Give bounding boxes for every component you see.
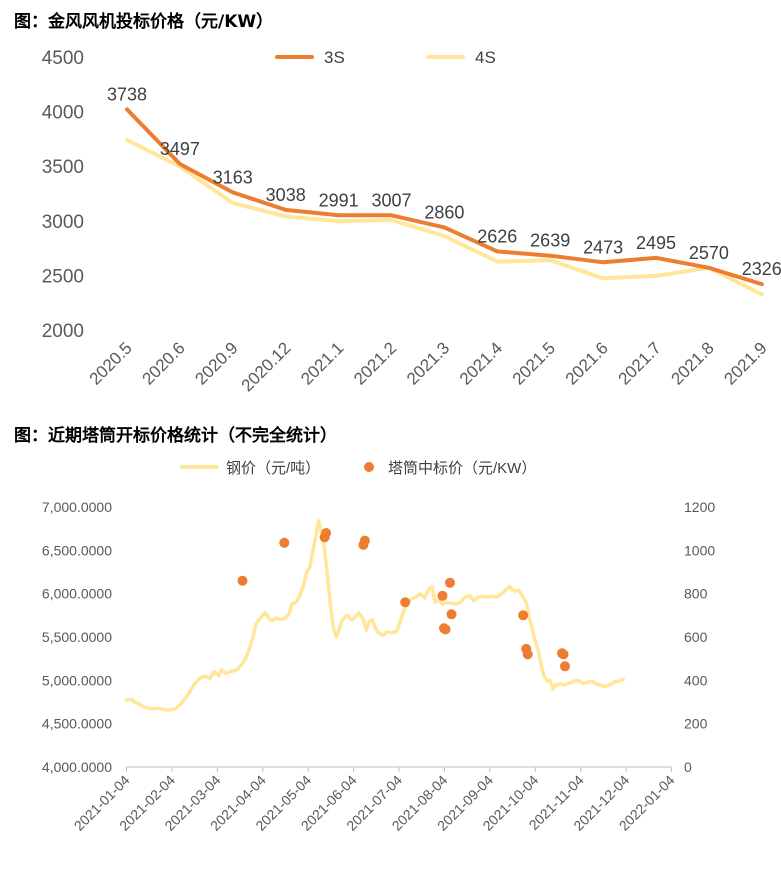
tower-bid-point: [558, 649, 569, 660]
y-tick-label: 3000: [42, 212, 84, 233]
left-y-tick-label: 6,500.0000: [42, 542, 112, 558]
left-y-tick-label: 5,000.0000: [42, 672, 112, 688]
data-label: 2473: [583, 237, 623, 257]
legend-swatch-tower: [364, 462, 374, 472]
x-tick-label: 2021.3: [403, 338, 453, 388]
series-line-4S: [125, 138, 764, 297]
tower-bid-point: [400, 597, 411, 608]
series-line-3S: [125, 107, 764, 287]
legend-label-steel: 钢价（元/吨）: [226, 460, 320, 477]
chart2-title: 图：近期塔筒开标价格统计（不完全统计）: [14, 425, 337, 446]
x-tick-label: 2020.5: [86, 338, 136, 388]
chart1-legend: 3S 4S: [275, 48, 496, 67]
x-tick-label: 2021.5: [509, 338, 559, 388]
chart2-legend: 钢价（元/吨） 塔筒中标价（元/KW）: [180, 460, 536, 477]
chart-wind-turbine-bid-price: 图：金风风机投标价格（元/KW） 3S 4S 2000 2500 3000 3500 40…: [14, 11, 781, 395]
y-tick-label: 2500: [42, 266, 84, 287]
y-tick-label: 4000: [42, 103, 84, 124]
tower-bid-point: [560, 661, 570, 672]
x-tick-label: 2021.7: [615, 338, 665, 388]
tower-bid-point: [437, 590, 448, 601]
tower-bid-point: [446, 609, 457, 620]
tower-bid-point: [518, 610, 529, 621]
y-tick-label: 2000: [42, 321, 84, 342]
left-y-tick-label: 5,500.0000: [42, 629, 112, 645]
legend-label-tower: 塔筒中标价（元/KW）: [388, 460, 536, 477]
chart1-y-axis: 2000 2500 3000 3500 4000 4500: [42, 48, 84, 342]
chart1-title: 图：金风风机投标价格（元/KW）: [14, 11, 273, 32]
tower-bid-point: [440, 624, 451, 635]
chart2-series: [124, 519, 625, 712]
tower-bid-point: [237, 575, 248, 586]
data-label: 3038: [266, 185, 306, 205]
x-tick-label: 2020.6: [139, 338, 189, 388]
data-label: 2991: [319, 190, 359, 210]
tower-bid-point: [359, 535, 370, 546]
legend-label-3S: 3S: [324, 48, 345, 67]
data-label: 3007: [371, 190, 411, 210]
data-label: 3497: [160, 139, 200, 159]
data-label: 2495: [636, 233, 676, 253]
chart1-data-labels: 3738 3497 3163 3038 2991 3007 2860 2626 2639 2473…: [107, 84, 781, 279]
x-tick-label: 2021.2: [350, 338, 400, 388]
right-y-tick-label: 400: [684, 672, 708, 688]
x-tick-label: 2020.9: [191, 338, 241, 388]
chart-tower-bid-price: 图：近期塔筒开标价格统计（不完全统计） 钢价（元/吨） 塔筒中标价（元/KW） 4…: [14, 425, 715, 834]
x-tick-label: 2021.6: [562, 338, 612, 388]
tower-bid-point: [321, 528, 332, 538]
left-y-tick-label: 4,000.0000: [42, 759, 112, 775]
right-y-tick-label: 1200: [684, 499, 715, 515]
data-label: 2570: [689, 243, 729, 263]
x-tick-label: 2021.9: [720, 338, 770, 388]
chart2-left-y-axis: 4,000.0000 4,500.0000 5,000.0000 5,500.0000…: [42, 499, 112, 775]
chart2-x-axis: 2021-01-042021-02-042021-03-042021-04-04…: [71, 767, 678, 834]
legend-label-4S: 4S: [475, 48, 496, 67]
data-label: 2326: [742, 259, 781, 279]
x-tick-label: 2021.4: [456, 338, 506, 388]
chart1-series: [125, 107, 764, 297]
left-y-tick-label: 6,000.0000: [42, 586, 112, 602]
left-y-tick-label: 4,500.0000: [42, 716, 112, 732]
tower-bid-point: [279, 537, 290, 548]
steel-price-line: [124, 519, 625, 712]
data-label: 3163: [213, 167, 253, 187]
right-y-tick-label: 200: [684, 716, 708, 732]
data-label: 2639: [530, 231, 570, 251]
y-tick-label: 3500: [42, 157, 84, 178]
x-tick-label: 2021.8: [668, 338, 718, 388]
right-y-tick-label: 800: [684, 586, 708, 602]
tower-bid-point: [522, 649, 533, 660]
y-tick-label: 4500: [42, 48, 84, 69]
tower-bid-point: [445, 577, 455, 588]
x-tick-label: 2021.1: [297, 338, 347, 388]
right-y-tick-label: 1000: [684, 542, 715, 558]
left-y-tick-label: 7,000.0000: [42, 499, 112, 515]
data-label: 3738: [107, 84, 147, 104]
right-y-tick-label: 0: [684, 759, 692, 775]
chart2-right-y-axis: 0 200 400 600 800 1000 1200: [684, 499, 715, 775]
right-y-tick-label: 600: [684, 629, 708, 645]
x-tick-label: 2020.12: [238, 338, 295, 395]
data-label: 2860: [424, 202, 464, 222]
data-label: 2626: [477, 226, 517, 246]
